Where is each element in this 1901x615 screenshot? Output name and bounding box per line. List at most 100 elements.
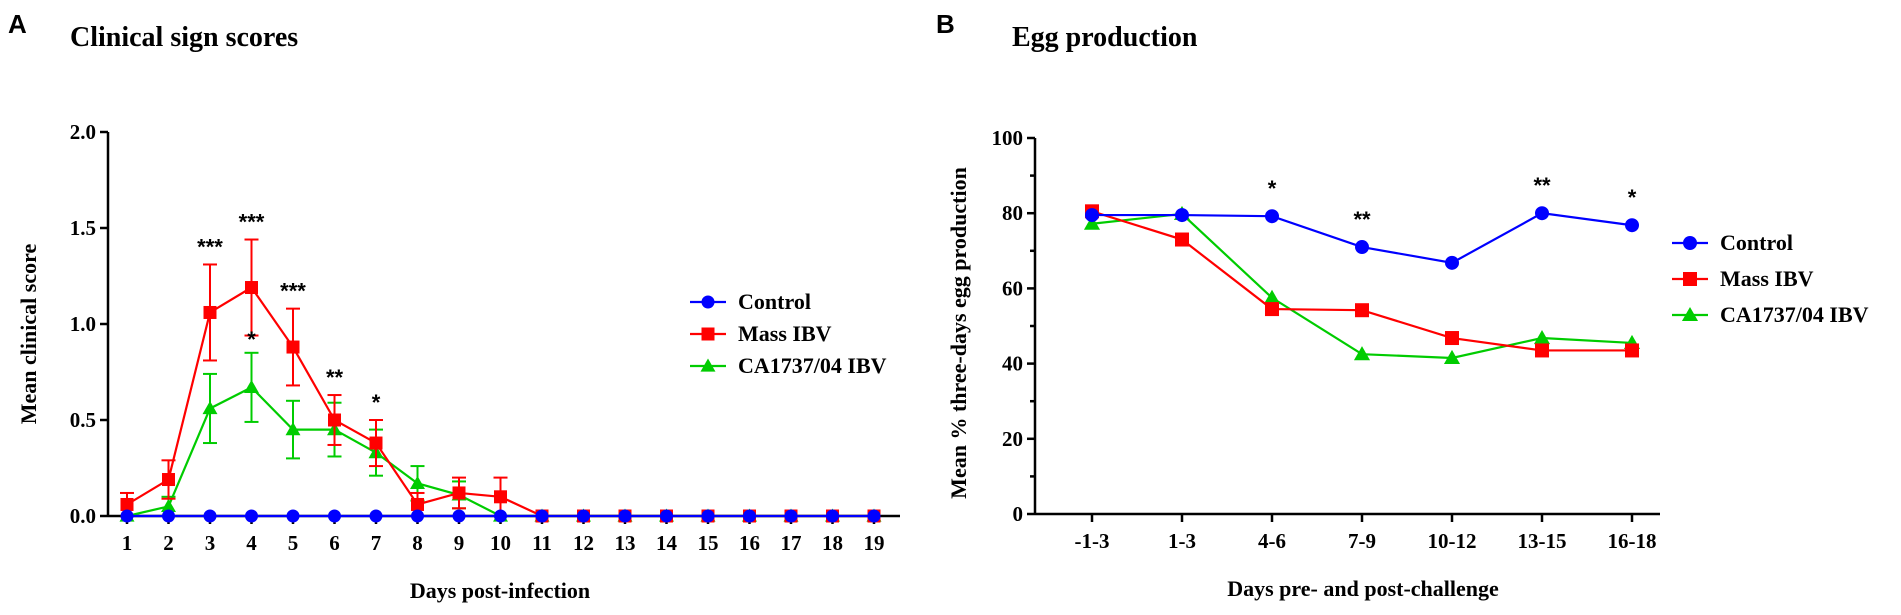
data-point-Mass IBV <box>494 490 507 504</box>
legend-label: Control <box>1720 230 1793 255</box>
data-point-Mass IBV <box>203 305 217 319</box>
x-tick-label: 1 <box>122 531 133 555</box>
data-point-Control <box>203 509 217 523</box>
x-tick-label: 13-15 <box>1518 529 1567 553</box>
data-point-Control <box>701 509 715 523</box>
x-tick-label: 6 <box>329 531 340 555</box>
y-tick-label: 0.0 <box>70 504 96 528</box>
x-tick-label: 11 <box>532 531 552 555</box>
x-tick-label: 3 <box>205 531 216 555</box>
x-tick-label: 17 <box>781 531 802 555</box>
panel-b-x-axis-label: Days pre- and post-challenge <box>1227 576 1499 601</box>
y-tick-label: 0 <box>1013 502 1024 526</box>
panel-b-plot: 0 20 40 60 80 100 -1-3 1-3 4-6 7-9 10-12 13-15 16-18… <box>992 126 1869 553</box>
panel-b-letter: B <box>936 9 955 39</box>
significance-label: * <box>372 390 381 415</box>
y-tick-label: 2.0 <box>70 120 96 144</box>
data-point-CA1737/04 IBV <box>202 401 218 415</box>
data-point-Control <box>411 509 424 523</box>
x-tick-label: 16-18 <box>1608 529 1657 553</box>
data-point-Mass IBV <box>411 497 424 511</box>
y-tick-label: 40 <box>1002 352 1023 376</box>
y-tick-label: 100 <box>992 126 1024 150</box>
data-point-Control <box>162 509 175 523</box>
x-tick-label: 4 <box>246 531 257 555</box>
x-tick-label: -1-3 <box>1075 529 1110 553</box>
panel-b-title: Egg production <box>1012 22 1198 53</box>
data-point-Mass IBV <box>1355 303 1369 318</box>
data-point-CA1737/04 IBV <box>1443 349 1461 364</box>
y-tick-label: 0.5 <box>70 408 96 432</box>
data-point-Control <box>286 509 300 523</box>
x-tick-label: 10 <box>490 531 511 555</box>
data-point-CA1737/04 IBV <box>244 379 259 393</box>
data-point-Mass IBV <box>369 436 383 450</box>
data-point-Control <box>1085 208 1099 223</box>
legend-marker-CA1737/04 IBV <box>700 358 716 372</box>
data-point-CA1737/04 IBV <box>410 475 425 489</box>
data-point-Control <box>1535 206 1549 221</box>
legend-label: CA1737/04 IBV <box>738 353 887 378</box>
data-point-Mass IBV <box>162 473 175 487</box>
significance-label: * <box>1268 176 1277 201</box>
x-tick-label: 2 <box>163 531 174 555</box>
x-tick-label: 8 <box>412 531 423 555</box>
x-tick-label: 14 <box>656 531 678 555</box>
data-point-Mass IBV <box>245 281 258 295</box>
legend-label: Control <box>738 289 811 314</box>
data-point-CA1737/04 IBV <box>161 498 176 513</box>
x-tick-label: 16 <box>739 531 760 555</box>
data-point-Mass IBV <box>1175 232 1189 247</box>
data-point-Control <box>618 509 632 523</box>
significance-label: *** <box>197 234 223 259</box>
data-point-Mass IBV <box>1265 302 1279 317</box>
data-point-Control <box>328 509 341 523</box>
data-point-CA1737/04 IBV <box>1353 346 1371 361</box>
y-tick-label: 1.0 <box>70 312 96 336</box>
x-tick-label: 13 <box>615 531 636 555</box>
data-point-Control <box>1625 218 1639 233</box>
x-tick-label: 9 <box>454 531 465 555</box>
significance-label: *** <box>280 279 306 304</box>
data-point-Control <box>1175 208 1189 223</box>
data-point-Control <box>245 509 258 523</box>
significance-label: *** <box>239 210 265 235</box>
legend-label: Mass IBV <box>1720 266 1814 291</box>
data-point-Control <box>452 509 466 523</box>
data-point-Mass IBV <box>1445 331 1459 346</box>
y-tick-label: 20 <box>1002 427 1023 451</box>
panel-a-x-axis-label: Days post-infection <box>410 578 590 603</box>
data-point-Control <box>867 509 881 523</box>
data-point-Control <box>535 509 549 523</box>
data-point-Control <box>660 509 673 523</box>
data-point-Control <box>826 509 839 523</box>
y-tick-label: 1.5 <box>70 216 96 240</box>
data-point-Control <box>577 509 590 523</box>
data-point-Control <box>1355 240 1369 255</box>
data-point-Control <box>1445 255 1459 270</box>
x-tick-label: 5 <box>288 531 299 555</box>
x-tick-label: 7 <box>371 531 382 555</box>
legend-marker-Control <box>701 295 715 309</box>
x-tick-label: 19 <box>864 531 885 555</box>
legend-label: Mass IBV <box>738 321 832 346</box>
y-tick-label: 80 <box>1002 201 1023 225</box>
x-tick-label: 12 <box>573 531 594 555</box>
data-point-CA1737/04 IBV <box>285 422 301 436</box>
data-point-Mass IBV <box>1625 343 1639 358</box>
data-point-Control <box>369 509 383 523</box>
panel-a-plot: 0.00.51.01.52.01 2 3 4 5 6 7 8 9 10 11 12 13 14 15 16 17… <box>70 120 900 555</box>
panel-a-letter: A <box>8 9 27 39</box>
data-point-CA1737/04 IBV <box>1083 215 1101 230</box>
significance-label: * <box>1628 185 1637 210</box>
data-point-Mass IBV <box>286 340 300 354</box>
legend-marker-CA1737/04 IBV <box>1681 306 1699 322</box>
data-point-Control <box>494 509 507 523</box>
x-tick-label: 15 <box>698 531 719 555</box>
data-point-CA1737/04 IBV <box>1263 289 1281 304</box>
significance-label: * <box>247 327 256 352</box>
data-point-Mass IBV <box>328 413 341 427</box>
data-point-Control <box>1265 209 1279 224</box>
data-point-Control <box>120 509 134 523</box>
